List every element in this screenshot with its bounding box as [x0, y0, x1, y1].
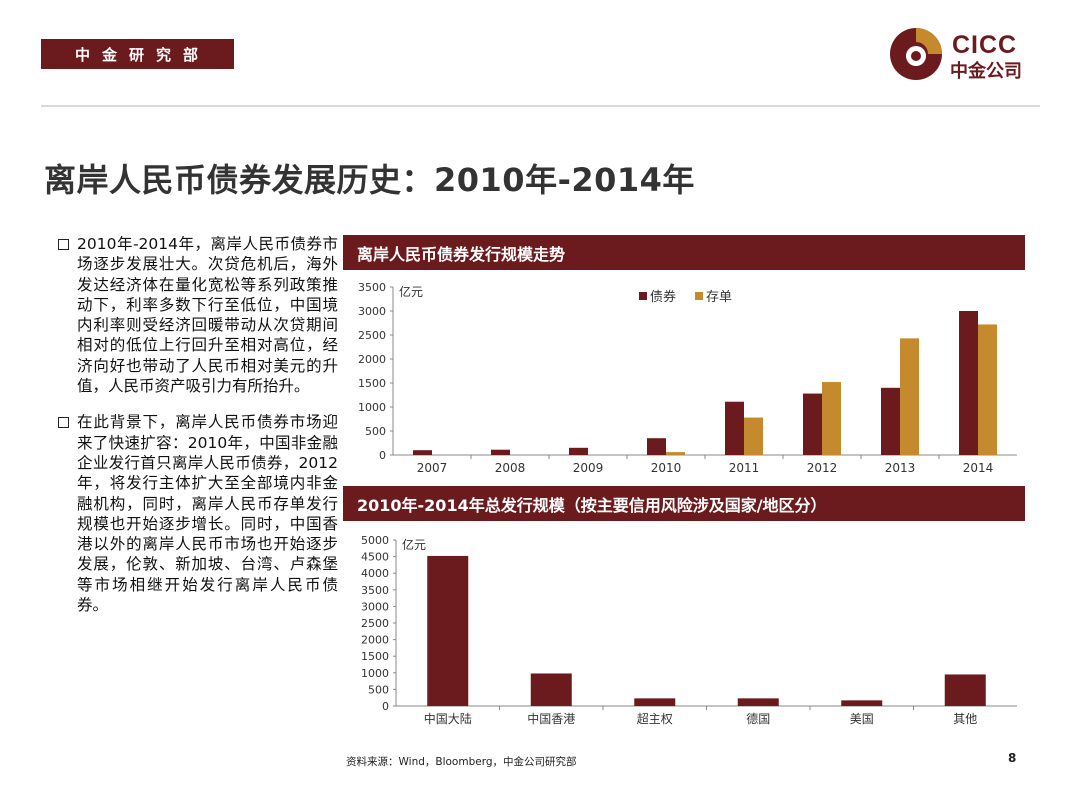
square-bullet-icon: [58, 417, 69, 429]
page-number: 8: [1008, 751, 1017, 765]
bar-债券: [881, 387, 900, 455]
y-tick-label: 1500: [361, 650, 389, 663]
bar-债券: [569, 447, 588, 455]
bar-存单: [666, 452, 685, 455]
bullet-list: 2010年-2014年，离岸人民币债券市场逐步发展壮大。次贷危机后，海外发达经济…: [58, 234, 338, 631]
x-tick-label: 2011: [729, 461, 760, 475]
bar-债券: [959, 311, 978, 455]
y-unit-label: 亿元: [399, 284, 423, 299]
y-tick-label: 500: [365, 425, 386, 438]
x-tick-label: 美国: [850, 712, 874, 726]
bar-存单: [744, 417, 763, 455]
y-tick-label: 0: [382, 700, 389, 713]
bar-存单: [900, 338, 919, 455]
logo-english: CICC: [952, 31, 1018, 59]
y-tick-label: 4500: [361, 551, 389, 564]
logo-chinese: 中金公司: [950, 61, 1022, 82]
y-tick-label: 1000: [361, 667, 389, 680]
header-divider: [41, 105, 1040, 107]
chart-title: 2010年-2014年总发行规模（按主要信用风险涉及国家/地区分）: [343, 486, 1025, 521]
legend-swatch: [639, 292, 647, 300]
y-tick-label: 2500: [358, 329, 386, 342]
bar-债券: [647, 438, 666, 455]
y-tick-label: 2500: [361, 617, 389, 630]
cicc-logo-icon: [890, 28, 942, 80]
y-unit-label: 亿元: [402, 537, 426, 552]
x-tick-label: 2014: [963, 461, 994, 475]
x-tick-label: 超主权: [637, 711, 673, 726]
bar-超主权: [634, 698, 676, 706]
bullet-text: 在此背景下，离岸人民币债券市场迎来了快速扩容：2010年，中国非金融企业发行首只…: [77, 413, 338, 615]
bar-债券: [413, 450, 432, 455]
x-tick-label: 其他: [953, 712, 977, 726]
y-tick-label: 2000: [358, 353, 386, 366]
source-note: 资料来源：Wind，Bloomberg，中金公司研究部: [346, 756, 577, 768]
x-tick-label: 中国大陆: [424, 711, 472, 726]
issuance-by-region-chart: 0 500 1000 1500 2000 2500 3000 3500 4000 4500 5000…: [361, 534, 1017, 726]
x-tick-label: 中国香港: [527, 711, 575, 726]
bond-issuance-trend-chart: 0 500 1000 1500 2000 2500 3000 3500 亿元 2007 2008 20…: [358, 281, 1017, 475]
x-tick-label: 2010: [651, 461, 682, 475]
x-tick-label: 2012: [807, 461, 838, 475]
bullet-item: 2010年-2014年，离岸人民币债券市场逐步发展壮大。次贷危机后，海外发达经济…: [58, 234, 338, 396]
y-tick-label: 2000: [361, 634, 389, 647]
bar-债券: [725, 401, 744, 455]
legend-swatch: [695, 292, 703, 300]
bar-存单: [978, 324, 997, 455]
bar-债券: [491, 449, 510, 455]
bar-中国香港: [530, 673, 572, 706]
y-tick-label: 3000: [361, 600, 389, 613]
department-badge: 中金研究部: [41, 39, 234, 69]
x-tick-label: 2013: [885, 461, 916, 475]
x-tick-label: 德国: [746, 711, 770, 726]
legend-label: 债券: [650, 289, 676, 305]
x-tick-label: 2009: [573, 461, 604, 475]
y-tick-label: 3500: [361, 584, 389, 597]
page-title: 离岸人民币债券发展历史：2010年-2014年: [44, 161, 695, 199]
y-tick-label: 500: [368, 683, 389, 696]
square-bullet-icon: [58, 239, 69, 250]
bullet-text: 2010年-2014年，离岸人民币债券市场逐步发展壮大。次贷危机后，海外发达经济…: [77, 235, 338, 396]
bar-其他: [944, 674, 986, 706]
bar-德国: [737, 698, 779, 706]
cicc-logo: CICC 中金公司: [888, 26, 1048, 82]
bar-美国: [841, 700, 883, 706]
bar-中国大陆: [427, 555, 469, 706]
chart-title: 离岸人民币债券发行规模走势: [343, 235, 1025, 270]
y-tick-label: 0: [379, 449, 386, 462]
y-tick-label: 1000: [358, 401, 386, 414]
y-tick-label: 1500: [358, 377, 386, 390]
x-tick-label: 2007: [417, 461, 448, 475]
bullet-item: 在此背景下，离岸人民币债券市场迎来了快速扩容：2010年，中国非金融企业发行首只…: [58, 412, 338, 615]
bar-债券: [803, 393, 822, 455]
y-tick-label: 4000: [361, 567, 389, 580]
bar-存单: [822, 382, 841, 455]
y-tick-label: 3000: [358, 305, 386, 318]
y-tick-label: 5000: [361, 534, 389, 547]
legend-label: 存单: [706, 290, 732, 305]
y-tick-label: 3500: [358, 281, 386, 294]
x-tick-label: 2008: [495, 461, 526, 475]
